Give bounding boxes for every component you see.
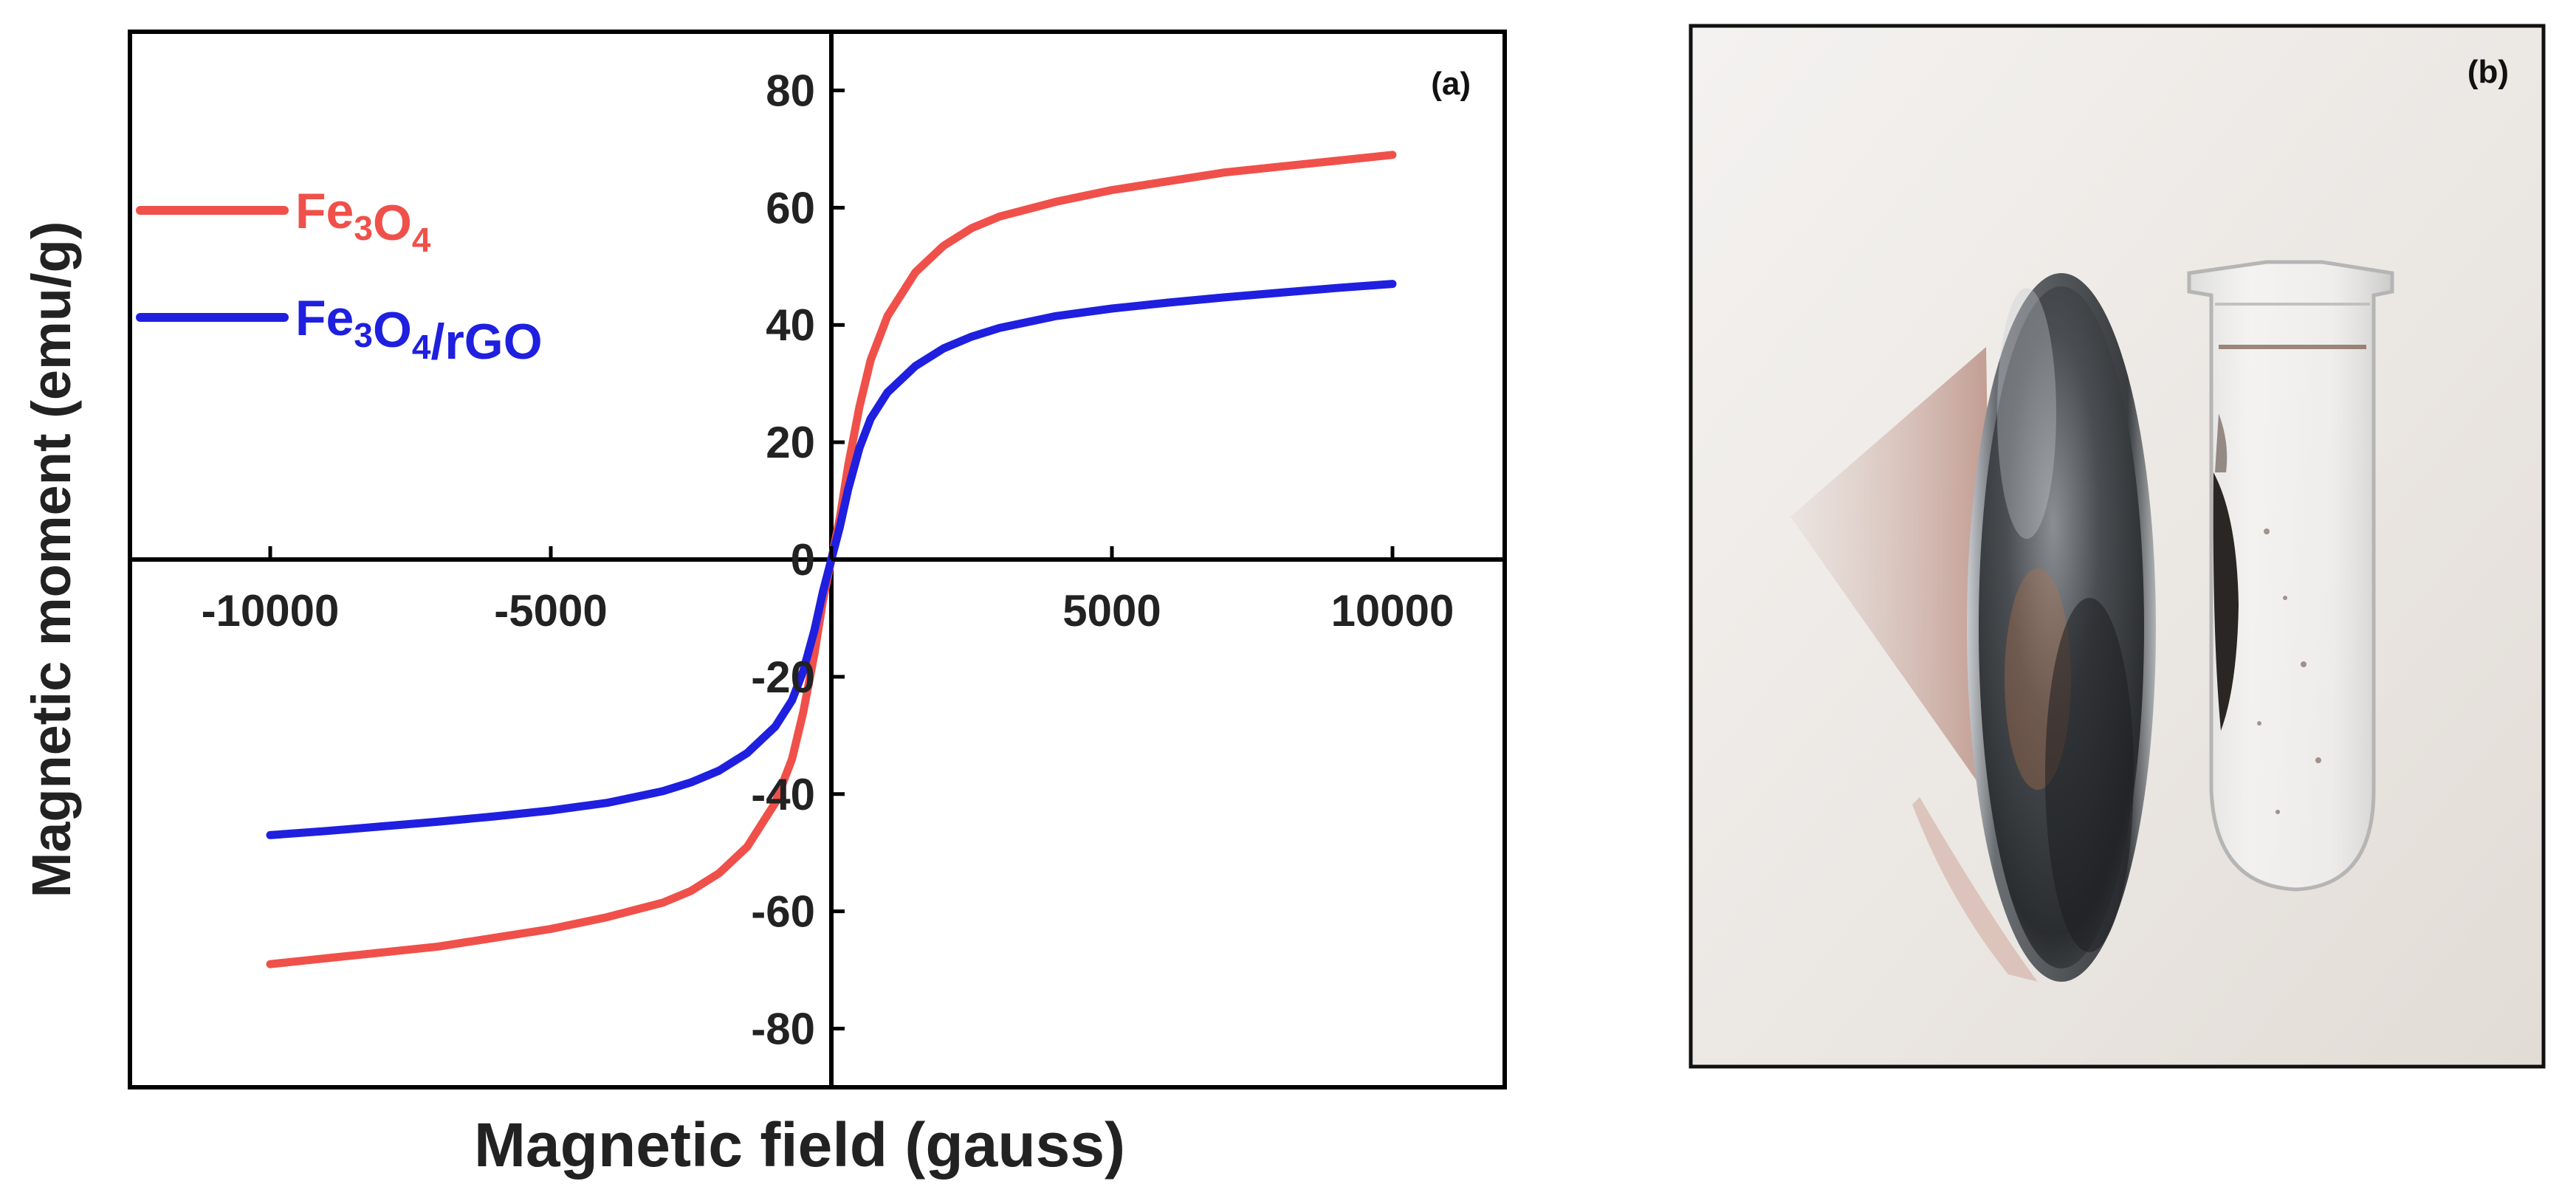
y-tick-label: 0 — [791, 535, 815, 585]
photo-panel-label: (b) — [2467, 54, 2509, 90]
x-axis-ticks: -10000 -5000 5000 10000 — [202, 546, 1454, 636]
x-tick-label: 10000 — [1331, 586, 1454, 636]
y-tick-label: -80 — [751, 1005, 815, 1054]
magnetization-chart: -10000 -5000 5000 10000 -80 -60 -40 -20 0 20 40 60… — [21, 30, 1507, 1180]
y-tick-label: 60 — [766, 183, 815, 233]
photo-panel: (b) — [1689, 24, 2546, 1069]
chart-panel-label: (a) — [1431, 66, 1471, 102]
x-axis-title: Magnetic field (gauss) — [474, 1110, 1125, 1180]
magnet — [1967, 273, 2156, 982]
y-tick-label: 80 — [766, 66, 815, 115]
y-axis-ticks: -80 -60 -40 -20 0 20 40 60 80 — [751, 66, 845, 1054]
magnet-shadow-soft — [1912, 797, 2038, 982]
magnet-shadow — [1790, 347, 1993, 805]
x-tick-label: -10000 — [202, 586, 340, 636]
y-tick-label: 20 — [766, 418, 815, 467]
magnetic-particles — [2213, 472, 2239, 731]
legend-label-1: Fe3O4/rGO — [295, 290, 543, 370]
legend: Fe3O4 Fe3O4/rGO — [136, 183, 543, 370]
x-tick-label: -5000 — [494, 586, 607, 636]
y-tick-label: -60 — [751, 887, 815, 937]
x-tick-label: 5000 — [1062, 586, 1161, 636]
y-axis-title: Magnetic moment (emu/g) — [21, 221, 82, 898]
sample-tube — [2187, 260, 2394, 892]
y-tick-label: 40 — [766, 300, 815, 350]
legend-label-0: Fe3O4 — [295, 183, 431, 259]
y-tick-label: -20 — [751, 653, 815, 702]
y-tick-label: -40 — [751, 770, 815, 819]
